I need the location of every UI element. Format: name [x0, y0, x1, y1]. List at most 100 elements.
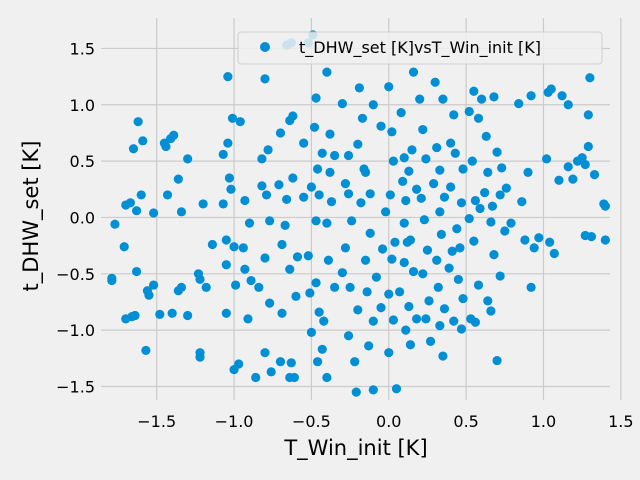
data-point	[128, 144, 139, 154]
data-point	[422, 245, 433, 255]
data-point	[285, 115, 295, 126]
data-point	[265, 298, 275, 308]
data-point	[195, 274, 205, 285]
data-point	[223, 71, 233, 82]
data-point	[240, 195, 250, 206]
data-point	[353, 305, 363, 315]
x-tick-label: 1.0	[531, 412, 556, 431]
data-point	[173, 174, 183, 184]
data-point	[282, 194, 292, 205]
data-point	[466, 314, 476, 324]
data-point	[161, 141, 171, 152]
data-point	[368, 100, 378, 110]
data-point	[425, 336, 436, 347]
data-point	[277, 239, 287, 250]
data-point	[549, 248, 559, 259]
data-point	[401, 195, 411, 206]
data-point	[489, 250, 499, 260]
data-point	[432, 142, 442, 153]
data-point	[218, 149, 228, 159]
data-point	[469, 86, 479, 96]
data-point	[435, 165, 445, 175]
data-point	[439, 304, 450, 314]
data-point	[438, 351, 448, 361]
data-point	[399, 153, 409, 163]
data-point	[325, 167, 335, 177]
data-point	[585, 73, 595, 83]
data-point	[418, 124, 428, 135]
legend: t_DHW_set [K]vsT_Win_init [K]	[237, 31, 603, 65]
data-point	[421, 154, 431, 164]
data-point	[399, 257, 409, 268]
data-point	[244, 218, 255, 228]
data-point	[455, 243, 465, 253]
y-tick-label: 0.5	[70, 152, 95, 171]
data-point	[412, 184, 422, 194]
data-point	[183, 154, 193, 164]
data-point	[133, 117, 143, 127]
data-point	[323, 255, 334, 265]
x-tick-label: −1.5	[137, 412, 176, 431]
data-point	[260, 74, 270, 84]
x-tick-label: 0.0	[376, 412, 401, 431]
data-point	[452, 224, 462, 234]
x-tick-label: 0.5	[453, 412, 478, 431]
data-point	[447, 246, 457, 256]
data-point	[415, 94, 425, 104]
data-point	[384, 289, 394, 299]
data-point	[285, 372, 295, 383]
data-point	[183, 310, 193, 321]
x-tick-labels: −1.5 −1.0 −0.5 0.0 0.5 1.0 1.5	[137, 412, 633, 431]
data-point	[311, 216, 321, 226]
data-point	[345, 282, 355, 292]
data-point	[314, 190, 324, 200]
data-point	[568, 174, 578, 184]
data-point	[285, 264, 295, 274]
data-point	[167, 308, 177, 318]
data-point	[240, 264, 250, 274]
data-point	[526, 91, 536, 101]
data-point	[486, 217, 496, 227]
x-tick-label: −0.5	[292, 412, 331, 431]
data-point	[429, 179, 439, 189]
data-point	[130, 310, 140, 321]
data-point	[391, 384, 402, 394]
data-point	[261, 190, 272, 200]
data-point	[207, 239, 217, 250]
data-point	[464, 106, 474, 117]
data-point	[495, 271, 505, 281]
data-point	[275, 357, 286, 367]
data-point	[330, 282, 340, 292]
data-point	[274, 180, 284, 190]
data-point	[357, 113, 368, 123]
data-point	[337, 99, 347, 109]
data-point	[486, 306, 496, 316]
data-point	[299, 192, 309, 202]
data-point	[107, 275, 117, 286]
data-point	[480, 188, 490, 198]
data-point	[563, 162, 573, 172]
data-point	[224, 173, 235, 183]
legend-label: t_DHW_set [K]vsT_Win_init [K]	[299, 38, 541, 58]
data-point	[221, 235, 231, 245]
data-point	[517, 197, 527, 207]
data-point	[263, 145, 273, 155]
data-point	[385, 190, 395, 200]
data-point	[401, 325, 411, 335]
data-point	[600, 235, 610, 245]
data-point	[201, 282, 211, 292]
data-point	[456, 198, 467, 208]
data-point	[322, 67, 332, 77]
data-point	[337, 268, 347, 278]
data-point	[229, 242, 239, 252]
data-point	[257, 181, 267, 191]
data-point	[433, 282, 443, 292]
data-point	[436, 229, 446, 239]
data-point	[354, 83, 364, 93]
data-point	[238, 243, 248, 253]
data-point	[311, 278, 321, 288]
data-point	[226, 184, 236, 194]
data-point	[176, 207, 187, 217]
data-point	[311, 93, 321, 103]
